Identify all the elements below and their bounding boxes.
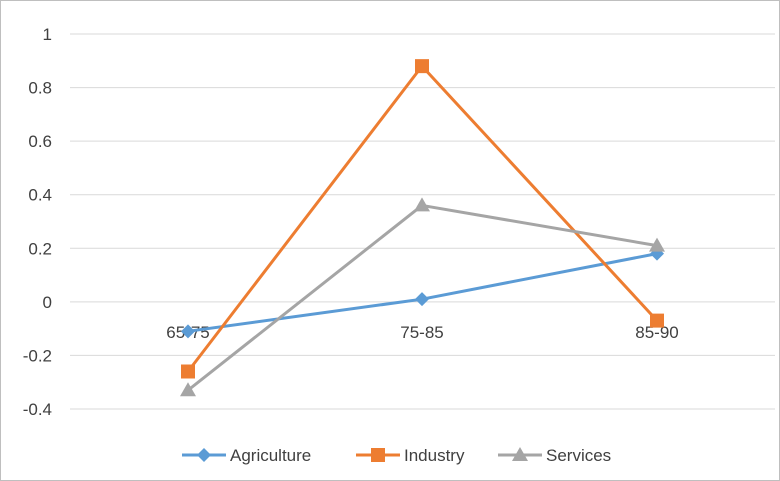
series-line-agriculture (187, 252, 658, 333)
y-axis-tick-labels: 1 0.8 0.6 0.4 0.2 0 -0.2 -0.4 (23, 25, 52, 419)
data-point-industry (181, 364, 195, 379)
y-tick-label: -0.2 (23, 346, 52, 365)
data-point-agriculture (415, 292, 429, 307)
y-tick-label: 0.2 (28, 239, 52, 258)
legend-label: Industry (404, 446, 465, 465)
data-point-services (649, 237, 665, 252)
legend-marker (512, 447, 528, 461)
data-point-services (180, 382, 196, 397)
x-tick-label: 85-90 (635, 323, 678, 342)
data-point-services (414, 197, 430, 212)
y-tick-label: 0 (43, 293, 52, 312)
legend-label: Services (546, 446, 611, 465)
y-tick-label: 0.4 (28, 186, 52, 205)
y-tick-label: 0.8 (28, 79, 52, 98)
y-tick-label: -0.4 (23, 400, 52, 419)
y-tick-label: 1 (43, 25, 52, 44)
y-tick-label: 0.6 (28, 132, 52, 151)
series-markers (180, 59, 665, 397)
legend-item-industry: Industry (356, 446, 465, 465)
legend-marker (197, 448, 211, 462)
legend: Agriculture Industry Services (182, 446, 611, 465)
gridlines (70, 33, 775, 410)
legend-item-services: Services (498, 446, 611, 465)
data-point-industry (415, 59, 429, 74)
data-point-industry (650, 313, 664, 328)
legend-label: Agriculture (230, 446, 311, 465)
data-point-agriculture (181, 324, 195, 339)
x-tick-label: 75-85 (400, 323, 443, 342)
legend-item-agriculture: Agriculture (182, 446, 311, 465)
legend-marker (371, 448, 385, 462)
